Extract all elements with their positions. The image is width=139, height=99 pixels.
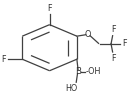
Text: -OH: -OH (86, 67, 101, 76)
Text: F: F (1, 55, 6, 64)
Text: F: F (111, 25, 115, 34)
Text: F: F (111, 54, 115, 63)
Text: F: F (47, 4, 52, 13)
Text: B: B (75, 67, 81, 76)
Text: F: F (122, 39, 127, 48)
Text: O: O (85, 30, 91, 39)
Text: HO: HO (65, 84, 77, 93)
